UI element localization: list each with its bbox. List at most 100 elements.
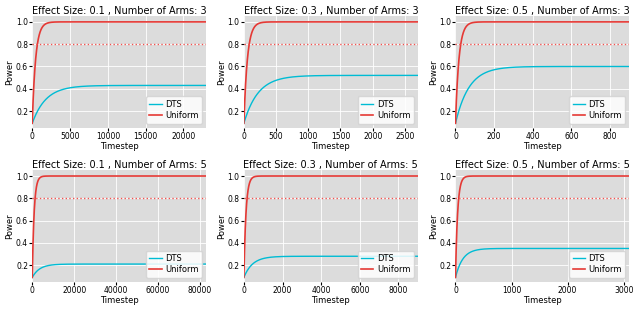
Uniform <box>376 20 383 24</box>
Uniform <box>452 122 460 125</box>
X-axis label: Timestep: Timestep <box>100 296 139 305</box>
Uniform <box>532 174 540 178</box>
Legend: DTS, Uniform: DTS, Uniform <box>569 251 625 278</box>
Uniform <box>588 20 595 24</box>
Uniform <box>379 20 387 24</box>
DTS <box>240 276 248 279</box>
DTS <box>469 249 477 253</box>
Uniform <box>522 174 530 178</box>
DTS <box>376 73 383 77</box>
Title: Effect Size: 0.5 , Number of Arms: 5: Effect Size: 0.5 , Number of Arms: 5 <box>455 160 630 170</box>
Uniform <box>148 20 156 24</box>
DTS <box>46 263 54 267</box>
Line: DTS: DTS <box>244 256 418 277</box>
DTS <box>414 254 422 258</box>
Uniform <box>148 174 156 178</box>
Uniform <box>625 20 633 24</box>
Uniform <box>258 174 266 178</box>
Uniform <box>591 174 598 178</box>
Uniform <box>202 20 210 24</box>
DTS <box>202 84 210 87</box>
DTS <box>164 262 172 266</box>
Line: Uniform: Uniform <box>244 176 418 277</box>
DTS <box>360 73 367 77</box>
DTS <box>360 254 367 258</box>
Uniform <box>379 174 387 178</box>
Uniform <box>469 174 477 178</box>
DTS <box>469 80 477 84</box>
X-axis label: Timestep: Timestep <box>523 142 562 151</box>
Uniform <box>572 174 579 178</box>
Uniform <box>310 174 318 178</box>
Uniform <box>414 174 422 178</box>
Uniform <box>528 20 536 24</box>
Line: DTS: DTS <box>32 264 206 277</box>
Uniform <box>156 20 163 24</box>
Uniform <box>164 174 172 178</box>
Uniform <box>360 20 367 24</box>
Uniform <box>99 174 107 178</box>
DTS <box>414 73 422 77</box>
Uniform <box>240 276 248 279</box>
Y-axis label: Power: Power <box>6 213 15 239</box>
Y-axis label: Power: Power <box>6 59 15 85</box>
DTS <box>571 247 579 250</box>
DTS <box>148 262 156 266</box>
Uniform <box>376 174 383 178</box>
Uniform <box>258 21 266 25</box>
Y-axis label: Power: Power <box>217 59 226 85</box>
Title: Effect Size: 0.3 , Number of Arms: 5: Effect Size: 0.3 , Number of Arms: 5 <box>243 160 418 170</box>
Title: Effect Size: 0.1 , Number of Arms: 5: Effect Size: 0.1 , Number of Arms: 5 <box>32 160 207 170</box>
Legend: DTS, Uniform: DTS, Uniform <box>358 96 413 123</box>
DTS <box>258 257 266 261</box>
DTS <box>379 254 387 258</box>
Line: Uniform: Uniform <box>456 176 629 277</box>
DTS <box>258 87 266 91</box>
Line: Uniform: Uniform <box>456 22 629 123</box>
Y-axis label: Power: Power <box>217 213 226 239</box>
Uniform <box>99 174 106 178</box>
DTS <box>99 84 106 87</box>
Uniform <box>28 122 36 125</box>
DTS <box>105 84 113 87</box>
Line: DTS: DTS <box>456 248 629 277</box>
Uniform <box>469 21 477 24</box>
DTS <box>590 247 598 250</box>
Title: Effect Size: 0.1 , Number of Arms: 3: Effect Size: 0.1 , Number of Arms: 3 <box>32 6 207 16</box>
X-axis label: Timestep: Timestep <box>312 296 350 305</box>
X-axis label: Timestep: Timestep <box>523 296 562 305</box>
Uniform <box>164 20 172 24</box>
Uniform <box>452 276 460 279</box>
Uniform <box>317 174 324 178</box>
DTS <box>46 94 54 98</box>
DTS <box>379 73 387 77</box>
DTS <box>588 247 595 250</box>
DTS <box>167 84 175 87</box>
DTS <box>202 262 210 266</box>
DTS <box>522 65 530 69</box>
DTS <box>571 65 579 68</box>
DTS <box>376 254 383 258</box>
DTS <box>522 247 530 250</box>
Uniform <box>202 174 210 178</box>
Y-axis label: Power: Power <box>429 213 438 239</box>
DTS <box>452 122 460 125</box>
Uniform <box>105 20 113 24</box>
DTS <box>528 247 536 250</box>
Line: DTS: DTS <box>32 86 206 123</box>
X-axis label: Timestep: Timestep <box>100 142 139 151</box>
DTS <box>164 84 172 87</box>
Uniform <box>320 174 328 178</box>
Legend: DTS, Uniform: DTS, Uniform <box>358 251 413 278</box>
Uniform <box>240 122 248 125</box>
Uniform <box>46 21 54 24</box>
DTS <box>528 65 536 68</box>
DTS <box>148 84 156 87</box>
Uniform <box>582 20 589 24</box>
DTS <box>317 254 324 258</box>
Line: Uniform: Uniform <box>244 22 418 123</box>
Legend: DTS, Uniform: DTS, Uniform <box>146 96 202 123</box>
DTS <box>167 262 175 266</box>
Uniform <box>167 174 175 178</box>
DTS <box>625 247 633 250</box>
